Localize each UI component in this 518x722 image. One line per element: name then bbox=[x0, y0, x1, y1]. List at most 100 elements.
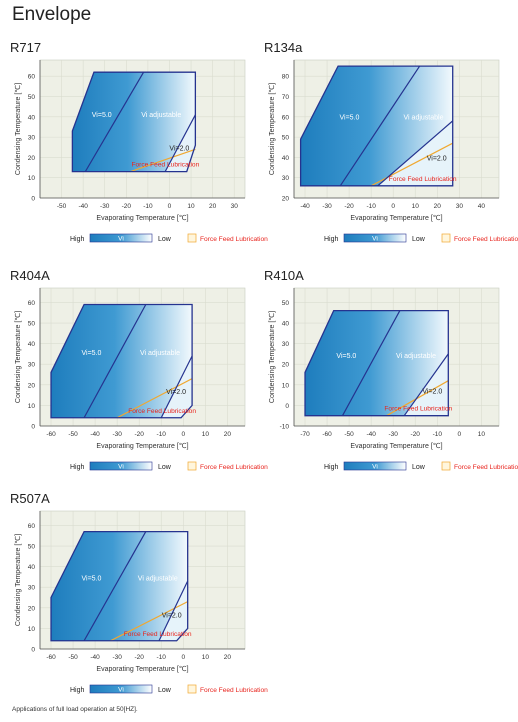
y-tick-label: 40 bbox=[28, 341, 36, 348]
x-tick-label: 10 bbox=[202, 431, 210, 438]
vi20-label: Vi=2.0 bbox=[169, 146, 189, 153]
legend-color-bar bbox=[343, 461, 407, 471]
envelope-border bbox=[299, 65, 454, 187]
vi50-boundary bbox=[83, 531, 147, 642]
legend-ffl-swatch bbox=[187, 684, 197, 694]
x-tick-label: 20 bbox=[434, 203, 442, 210]
x-tick-label: 40 bbox=[478, 203, 486, 210]
y-tick-label: 40 bbox=[282, 321, 290, 328]
chart-title: R134a bbox=[264, 40, 303, 55]
ffl-label: Force Feed Lubrication bbox=[124, 631, 192, 638]
y-tick-label: 50 bbox=[28, 94, 36, 101]
legend-high-label: High bbox=[324, 464, 339, 471]
y-tick-label: 50 bbox=[28, 321, 36, 328]
legend-color-bar bbox=[89, 461, 153, 471]
x-tick-label: -20 bbox=[134, 431, 144, 438]
y-tick-label: 20 bbox=[28, 155, 36, 162]
chart-title: R507A bbox=[10, 491, 50, 506]
chart-panel-r134a: R134a Vi=5.0 Vi adjustable Vi=2.0 Force Fee… bbox=[264, 40, 518, 265]
vi50-boundary bbox=[83, 304, 147, 419]
y-tick-label: 40 bbox=[282, 155, 290, 162]
envelope-chart: Vi=5.0 Vi adjustable Vi=2.0 Force Feed Lubr… bbox=[15, 510, 268, 694]
legend-vi-label: Vi bbox=[118, 687, 124, 694]
x-tick-label: 10 bbox=[202, 654, 210, 661]
ffl-label: Force Feed Lubrication bbox=[389, 176, 457, 183]
envelope-area bbox=[51, 531, 188, 641]
y-tick-label: 20 bbox=[282, 196, 290, 203]
legend-vi-label: Vi bbox=[118, 236, 124, 243]
y-axis-label: Condensing Temperature [℃] bbox=[269, 311, 276, 403]
vi20-boundary bbox=[160, 355, 193, 419]
chart-panel-r410a: R410A Vi=5.0 Vi adjustable Vi=2.0 Force Fee… bbox=[264, 268, 518, 493]
legend-ffl-label: Force Feed Lubrication bbox=[200, 464, 268, 471]
x-tick-label: -40 bbox=[90, 431, 100, 438]
x-tick-label: -70 bbox=[300, 431, 310, 438]
x-tick-label: -50 bbox=[68, 431, 78, 438]
x-tick-label: 10 bbox=[412, 203, 420, 210]
y-tick-label: 50 bbox=[28, 544, 36, 551]
x-tick-label: -10 bbox=[157, 431, 167, 438]
x-tick-label: -50 bbox=[68, 654, 78, 661]
x-tick-label: 20 bbox=[224, 431, 232, 438]
y-axis-label: Condensing Temperature [℃] bbox=[15, 534, 22, 626]
x-tick-label: -20 bbox=[134, 654, 144, 661]
legend-ffl-label: Force Feed Lubrication bbox=[200, 236, 268, 243]
legend-ffl-swatch bbox=[441, 233, 451, 243]
y-tick-label: 70 bbox=[282, 94, 290, 101]
y-axis-label: Condensing Temperature [℃] bbox=[15, 311, 22, 403]
x-tick-label: 0 bbox=[168, 203, 172, 210]
envelope-chart: Vi=5.0 Vi adjustable Vi=2.0 Force Feed Lubr… bbox=[15, 287, 268, 471]
envelope-area bbox=[51, 304, 193, 418]
x-tick-label: -60 bbox=[46, 431, 56, 438]
ffl-line bbox=[116, 378, 193, 419]
vi50-label: Vi=5.0 bbox=[92, 112, 112, 119]
y-tick-label: 60 bbox=[282, 114, 290, 121]
x-tick-label: -10 bbox=[366, 203, 376, 210]
envelope-chart: Vi=5.0 Vi adjustable Vi=2.0 Force Feed Lubr… bbox=[15, 59, 268, 243]
y-tick-label: 60 bbox=[28, 523, 36, 530]
y-tick-label: -10 bbox=[280, 424, 290, 431]
y-tick-label: 60 bbox=[28, 74, 36, 81]
legend-low-label: Low bbox=[158, 687, 172, 694]
legend-high-label: High bbox=[324, 236, 339, 243]
x-tick-label: 0 bbox=[391, 203, 395, 210]
x-tick-label: 20 bbox=[209, 203, 217, 210]
y-tick-label: 10 bbox=[28, 626, 36, 633]
x-tick-label: 10 bbox=[187, 203, 195, 210]
y-axis-label: Condensing Temperature [℃] bbox=[15, 83, 22, 175]
y-tick-label: 40 bbox=[28, 564, 36, 571]
chart-title: R404A bbox=[10, 268, 50, 283]
ffl-line bbox=[130, 148, 196, 173]
y-tick-label: 20 bbox=[28, 605, 36, 612]
y-tick-label: 30 bbox=[28, 585, 36, 592]
y-tick-label: 50 bbox=[282, 135, 290, 142]
x-tick-label: -50 bbox=[57, 203, 67, 210]
page-title: Envelope bbox=[12, 4, 92, 25]
x-tick-label: -40 bbox=[300, 203, 310, 210]
legend-color-bar bbox=[89, 684, 153, 694]
envelope-area bbox=[305, 310, 449, 416]
x-tick-label: 0 bbox=[181, 654, 185, 661]
envelope-border bbox=[50, 303, 193, 419]
chart-panel-r404a: R404A Vi=5.0 Vi adjustable Vi=2.0 Force Fee… bbox=[10, 268, 268, 493]
vi50-boundary bbox=[339, 65, 421, 187]
y-tick-label: 30 bbox=[282, 175, 290, 182]
x-tick-label: -10 bbox=[157, 654, 167, 661]
ffl-line bbox=[370, 142, 453, 187]
x-tick-label: -30 bbox=[112, 654, 122, 661]
x-tick-label: -20 bbox=[344, 203, 354, 210]
vi20-label: Vi=2.0 bbox=[422, 389, 442, 396]
y-tick-label: 10 bbox=[28, 175, 36, 182]
vi-adjustable-label: Vi adjustable bbox=[140, 350, 180, 357]
x-tick-label: -10 bbox=[433, 431, 443, 438]
vi20-label: Vi=2.0 bbox=[162, 613, 182, 620]
vi50-label: Vi=5.0 bbox=[336, 353, 356, 360]
legend-low-label: Low bbox=[158, 236, 172, 243]
x-tick-label: -30 bbox=[388, 431, 398, 438]
y-tick-label: 40 bbox=[28, 114, 36, 121]
vi20-label: Vi=2.0 bbox=[427, 155, 447, 162]
legend-vi-label: Vi bbox=[372, 236, 378, 243]
x-axis-label: Evaporating Temperature [℃] bbox=[96, 215, 188, 222]
vi-adjustable-label: Vi adjustable bbox=[404, 114, 444, 121]
legend-high-label: High bbox=[70, 687, 85, 694]
